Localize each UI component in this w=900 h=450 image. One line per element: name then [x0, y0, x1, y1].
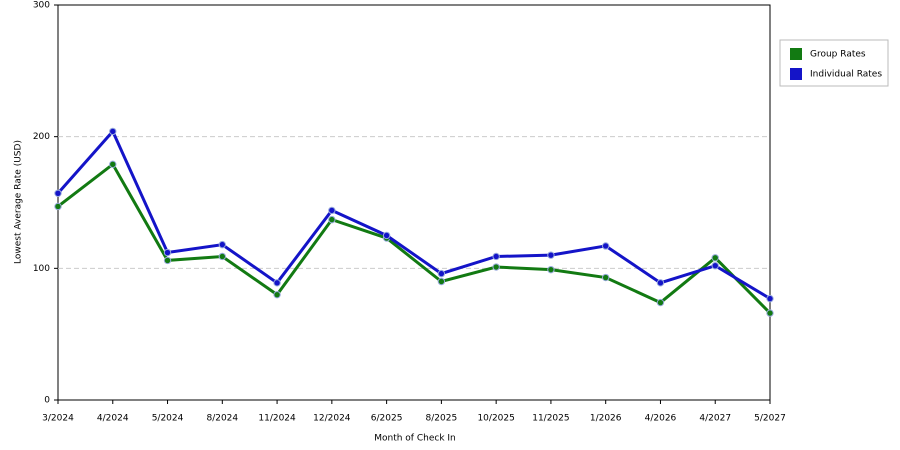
x-tick-label: 4/2026 — [645, 414, 677, 424]
x-tick-label: 1/2026 — [590, 414, 622, 424]
x-tick-label: 11/2025 — [532, 414, 569, 424]
legend-swatch — [790, 68, 802, 80]
data-point — [547, 251, 555, 259]
series-line — [57, 162, 772, 315]
x-tick-label: 5/2027 — [754, 414, 786, 424]
x-tick-label: 10/2025 — [477, 414, 514, 424]
data-point — [492, 252, 500, 261]
data-point — [273, 290, 281, 299]
data-point — [54, 189, 62, 197]
data-point — [437, 277, 446, 286]
x-tick-label: 5/2024 — [152, 414, 184, 424]
legend-swatch — [790, 48, 802, 60]
y-axis-label: Lowest Average Rate (USD) — [14, 140, 24, 264]
x-tick-label: 4/2027 — [699, 414, 731, 424]
y-tick-label: 0 — [44, 396, 50, 406]
data-point — [656, 279, 665, 287]
data-point — [766, 294, 774, 303]
data-point — [273, 279, 281, 287]
x-tick-label: 11/2024 — [258, 414, 296, 424]
data-point — [163, 256, 172, 265]
x-tick-label: 3/2024 — [42, 414, 74, 424]
x-tick-label: 8/2024 — [206, 414, 238, 424]
x-axis-label: Month of Check In — [374, 434, 456, 444]
legend-label: Group Rates — [810, 50, 866, 60]
data-point — [218, 240, 227, 249]
plot-frame — [57, 4, 771, 401]
data-point — [328, 206, 336, 215]
data-point — [601, 273, 610, 282]
data-point — [218, 252, 227, 261]
series-line — [56, 128, 771, 300]
data-point — [437, 269, 446, 278]
x-tick-label: 8/2025 — [426, 414, 458, 424]
x-tick-label: 12/2024 — [313, 414, 351, 424]
data-point — [109, 160, 117, 169]
data-point — [656, 298, 665, 307]
data-point — [766, 309, 774, 317]
data-point — [328, 215, 336, 224]
data-point — [382, 231, 391, 240]
data-point — [492, 263, 500, 271]
data-point — [711, 262, 719, 270]
data-point — [601, 242, 610, 250]
data-point — [109, 127, 117, 136]
data-point — [54, 202, 62, 211]
data-point — [547, 265, 555, 274]
data-point — [711, 254, 719, 262]
x-tick-label: 4/2024 — [97, 414, 129, 424]
data-point — [163, 248, 172, 257]
y-tick-label: 100 — [33, 264, 50, 274]
y-tick-label: 300 — [33, 1, 50, 11]
y-tick-label: 200 — [33, 132, 50, 142]
legend-label: Individual Rates — [810, 70, 882, 80]
x-tick-label: 6/2025 — [371, 414, 403, 424]
